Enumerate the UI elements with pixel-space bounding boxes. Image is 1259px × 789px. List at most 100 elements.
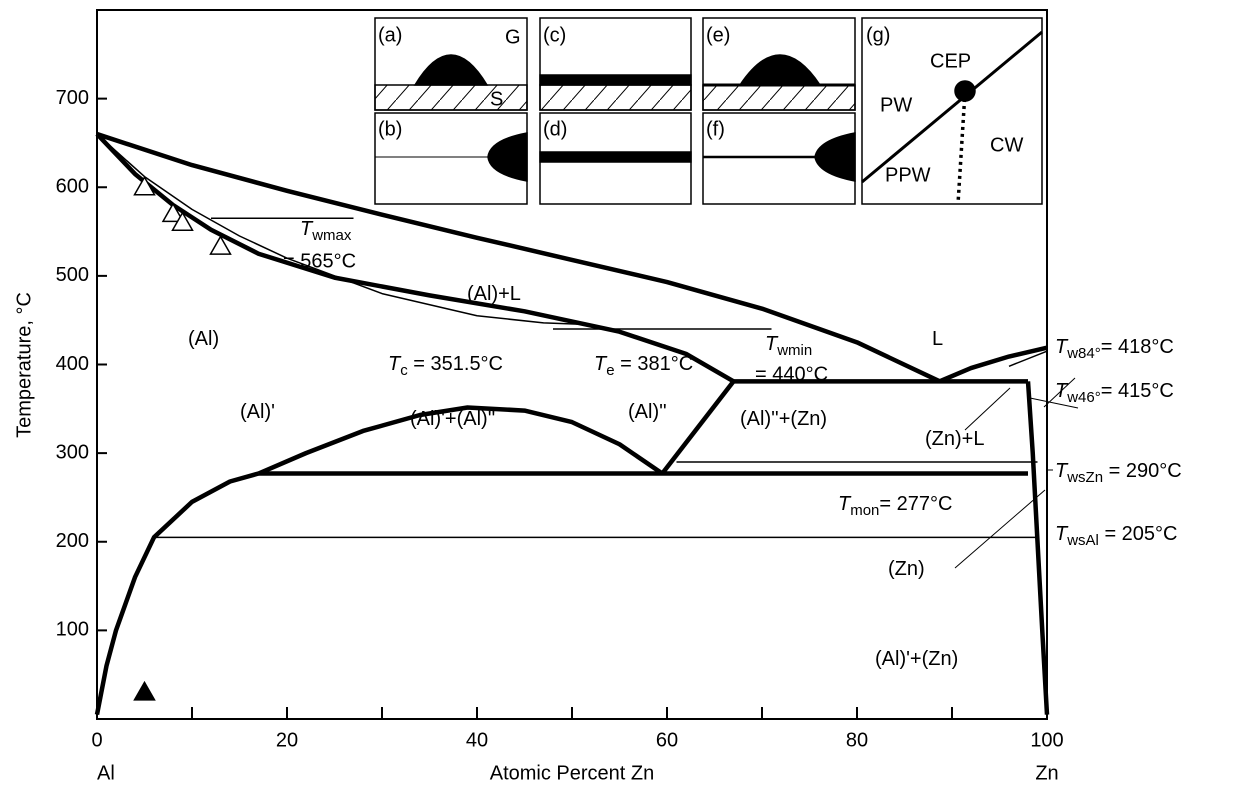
leaders bbox=[954, 377, 1079, 569]
region-label: (Al) bbox=[188, 328, 219, 350]
y-tick-label: 700 bbox=[56, 87, 89, 109]
region-label: Tw46°= 415°C bbox=[1055, 380, 1174, 406]
phase-boundary bbox=[660, 379, 736, 475]
inset-label: L bbox=[446, 61, 456, 78]
inset-label: CEP bbox=[930, 50, 971, 72]
label-text: T bbox=[300, 218, 314, 240]
region-label: (Zn)+L bbox=[925, 428, 984, 450]
x-tick-label: 80 bbox=[846, 729, 868, 751]
label-subscript: wmin bbox=[776, 342, 812, 359]
triangle-marker bbox=[161, 202, 185, 223]
inset-label: PW bbox=[880, 94, 912, 116]
x-tick-label: 20 bbox=[276, 729, 298, 751]
label-value: = 418°C bbox=[1101, 336, 1174, 358]
label-text: T bbox=[1055, 523, 1069, 545]
label-text: T bbox=[594, 353, 608, 375]
inset-panel-label: (a) bbox=[378, 24, 402, 46]
label-text: T bbox=[388, 353, 402, 375]
phase-boundary bbox=[96, 133, 592, 326]
label-text: (Al)' bbox=[240, 401, 275, 423]
label-subscript: w46° bbox=[1066, 389, 1101, 406]
label-text: T bbox=[765, 333, 779, 355]
region-label: Tw84°= 418°C bbox=[1055, 336, 1174, 362]
region-label: (Al)' bbox=[240, 401, 275, 423]
label-value: = 277°C bbox=[879, 493, 952, 515]
phase-boundary bbox=[96, 131, 941, 384]
inset-panel-label: (f) bbox=[706, 118, 725, 140]
region-label: (Al)'+(Zn) bbox=[875, 648, 958, 670]
insets bbox=[374, 17, 1043, 205]
label-text: L bbox=[932, 328, 943, 350]
triangle-marker bbox=[133, 175, 156, 196]
phase-boundary bbox=[95, 132, 735, 384]
inset-label: PPW bbox=[885, 164, 931, 186]
region-label: Twmax bbox=[300, 218, 352, 244]
phase-boundary bbox=[257, 405, 664, 476]
y-tick-label: 300 bbox=[56, 441, 89, 463]
region-label: TwsZn = 290°C bbox=[1055, 460, 1182, 486]
label-value: = 440°C bbox=[755, 363, 828, 385]
phase-boundary bbox=[938, 345, 1048, 384]
label-value: = 381°C bbox=[615, 353, 694, 375]
label-text: T bbox=[1055, 380, 1069, 402]
phase-boundary bbox=[94, 471, 260, 715]
label-text: (Al)'+(Zn) bbox=[875, 648, 958, 670]
triangle-marker bbox=[133, 680, 156, 701]
label-value: = 565°C bbox=[283, 250, 356, 272]
triangle-marker bbox=[209, 235, 232, 255]
x-tick-label: 60 bbox=[656, 729, 678, 751]
inset-label: CW bbox=[990, 134, 1023, 156]
label-subscript: e bbox=[606, 362, 614, 379]
y-axis-label: Temperature, °C bbox=[13, 292, 35, 438]
label-subscript: mon bbox=[850, 502, 879, 519]
label-text: (Al)'' bbox=[628, 401, 667, 423]
phase-boundary bbox=[1008, 350, 1048, 367]
label-text: (Al)''+(Zn) bbox=[740, 408, 827, 430]
region-label: Tmon= 277°C bbox=[838, 493, 952, 519]
label-text: (Zn)+L bbox=[925, 428, 984, 450]
region-label: L bbox=[932, 328, 943, 350]
label-text: T bbox=[1055, 460, 1069, 482]
label-text: (Al)+L bbox=[467, 283, 521, 305]
triangle-marker bbox=[171, 211, 194, 231]
phase-boundary bbox=[1025, 381, 1050, 715]
y-tick-label: 100 bbox=[56, 619, 89, 641]
y-tick-label: 500 bbox=[56, 264, 89, 286]
label-text: T bbox=[1055, 336, 1069, 358]
label-text: (Zn) bbox=[888, 558, 925, 580]
inset-label: S bbox=[490, 88, 503, 110]
x-tick-label: 40 bbox=[466, 729, 488, 751]
region-label: Twmin bbox=[765, 333, 812, 359]
y-tick-label: 400 bbox=[56, 353, 89, 375]
y-tick-label: 600 bbox=[56, 176, 89, 198]
label-subscript: wsAl bbox=[1066, 532, 1099, 549]
label-value: = 290°C bbox=[1103, 460, 1182, 482]
inset-label: G bbox=[505, 26, 521, 48]
x-end-label: Al bbox=[97, 762, 115, 784]
label-value: = 205°C bbox=[1099, 523, 1178, 545]
region-label: (Al)'' bbox=[628, 401, 667, 423]
y-tick-label: 200 bbox=[56, 530, 89, 552]
region-label: TwsAl = 205°C bbox=[1055, 523, 1178, 549]
region-label: (Al)+L bbox=[467, 283, 521, 305]
inset-panel-label: (d) bbox=[543, 118, 567, 140]
label-subscript: w84° bbox=[1066, 345, 1101, 362]
x-axis-label: Atomic Percent Zn bbox=[490, 762, 655, 784]
label-subscript: wmax bbox=[311, 227, 352, 244]
region-label: (Al)'+(Al)'' bbox=[410, 408, 495, 430]
x-end-label: Zn bbox=[1035, 762, 1058, 784]
inset-panel-label: (c) bbox=[543, 24, 566, 46]
label-value: = 351.5°C bbox=[408, 353, 503, 375]
inset-panel-label: (e) bbox=[706, 24, 730, 46]
label-value: = 415°C bbox=[1101, 380, 1174, 402]
label-subscript: wsZn bbox=[1066, 469, 1103, 486]
inset-panel-label: (b) bbox=[378, 118, 402, 140]
label-text: (Al) bbox=[188, 328, 219, 350]
region-label: Tc = 351.5°C bbox=[388, 353, 503, 379]
label-text: T bbox=[838, 493, 852, 515]
label-text: (Al)'+(Al)'' bbox=[410, 408, 495, 430]
region-label: (Al)''+(Zn) bbox=[740, 408, 827, 430]
region-label: Te = 381°C bbox=[594, 353, 693, 379]
x-tick-label: 100 bbox=[1030, 729, 1063, 751]
region-label: (Zn) bbox=[888, 558, 925, 580]
